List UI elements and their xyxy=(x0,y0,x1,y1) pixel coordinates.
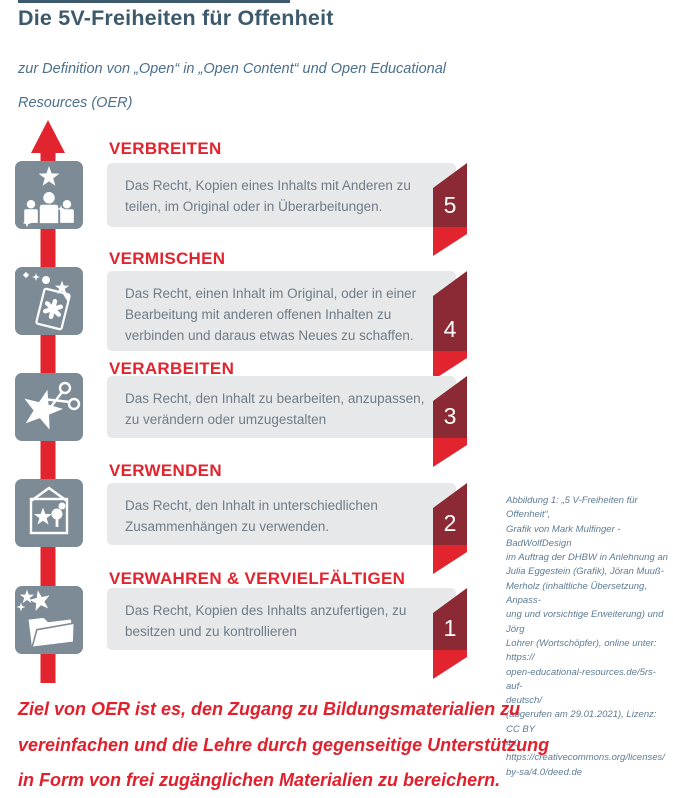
mixing-document-icon xyxy=(15,267,83,335)
folder-copies-icon xyxy=(15,586,83,654)
rank-ribbon: 1 xyxy=(433,588,467,679)
rank-ribbon: 2 xyxy=(433,483,467,574)
section-description-box: Das Recht, Kopien des Inhalts anzufertig… xyxy=(107,588,456,650)
rank-number: 5 xyxy=(444,192,457,218)
section-heading: VERARBEITEN xyxy=(109,359,235,378)
oer-goal-text: Ziel von OER ist es, den Zugang zu Bildu… xyxy=(18,699,550,790)
section-description-box: Das Recht, den Inhalt zu bearbeiten, anz… xyxy=(107,376,456,438)
rank-number: 4 xyxy=(444,316,457,342)
section-description: Das Recht, Kopien eines Inhalts mit Ande… xyxy=(125,178,411,214)
page-subtitle: zur Definition von „Open“ in „Open Conte… xyxy=(18,61,446,111)
section-heading: VERBREITEN xyxy=(109,139,222,158)
rank-ribbon: 3 xyxy=(433,376,467,467)
rank-number: 2 xyxy=(444,510,457,536)
section-heading: VERWAHREN & VERVIELFÄLTIGEN xyxy=(109,569,406,588)
section-heading: VERWENDEN xyxy=(109,461,222,480)
section-description-box: Das Recht, einen Inhalt im Original, ode… xyxy=(107,271,456,351)
scissors-editing-icon xyxy=(15,373,83,441)
picture-frame-icon xyxy=(15,479,83,547)
rank-ribbon: 5 xyxy=(433,163,467,256)
page-title: Die 5V-Freiheiten für Offenheit xyxy=(18,6,334,30)
section-description: Das Recht, Kopien des Inhalts anzufertig… xyxy=(125,603,407,639)
section-description-box: Das Recht, den Inhalt in unterschiedlich… xyxy=(107,483,456,545)
rank-number: 1 xyxy=(444,615,457,641)
cropped-header-artifact xyxy=(18,0,290,3)
group-sharing-icon xyxy=(15,161,83,229)
section-heading: VERMISCHEN xyxy=(109,249,226,268)
figure-caption: Abbildung 1: „5 V-Freiheiten für Offenhe… xyxy=(506,495,668,778)
rank-number: 3 xyxy=(444,403,457,429)
section-description: Das Recht, den Inhalt in unterschiedlich… xyxy=(125,498,378,534)
section-description: Das Recht, den Inhalt zu bearbeiten, anz… xyxy=(125,391,425,427)
section-description-box: Das Recht, Kopien eines Inhalts mit Ande… xyxy=(107,163,456,227)
section-description: Das Recht, einen Inhalt im Original, ode… xyxy=(125,286,417,343)
rank-ribbon: 4 xyxy=(433,271,467,380)
